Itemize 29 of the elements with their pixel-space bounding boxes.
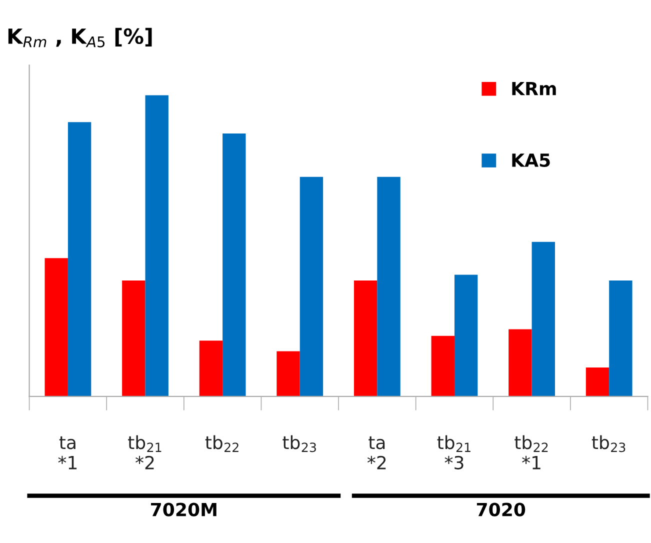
bar (609, 280, 632, 396)
text: 7020 (476, 502, 526, 516)
x-tick-label: tb$_{22}$ (205, 435, 238, 452)
bar (300, 176, 324, 396)
chart-title: K$_{Rm}$ , K$_{A5}$ [%] (8, 28, 152, 48)
bar (199, 340, 223, 396)
bar (508, 329, 532, 396)
x-tick-label: tb$_{23}$ (282, 435, 316, 452)
bar (354, 280, 378, 396)
legend-label: KA5 (512, 154, 550, 168)
x-tick-label: ta *2 (367, 436, 386, 470)
bar (68, 122, 92, 396)
x-tick-label: tb$_{21}$ *2 (128, 435, 162, 470)
bar (122, 280, 146, 396)
bar (586, 367, 610, 396)
bar (222, 134, 246, 396)
bar (44, 258, 68, 396)
bar (431, 336, 454, 396)
bar (454, 274, 478, 396)
legend-label: KRm (512, 82, 556, 96)
bar (276, 351, 300, 396)
bar (377, 176, 400, 396)
text: 7020M (151, 502, 216, 516)
x-tick-label: ta *1 (58, 436, 77, 470)
x-tick-label: tb$_{23}$ (592, 435, 626, 452)
bar (532, 242, 555, 396)
x-tick-label: tb$_{21}$ *3 (437, 435, 470, 470)
x-tick-label: tb$_{22}$ *1 (514, 435, 548, 470)
bar (145, 95, 168, 396)
